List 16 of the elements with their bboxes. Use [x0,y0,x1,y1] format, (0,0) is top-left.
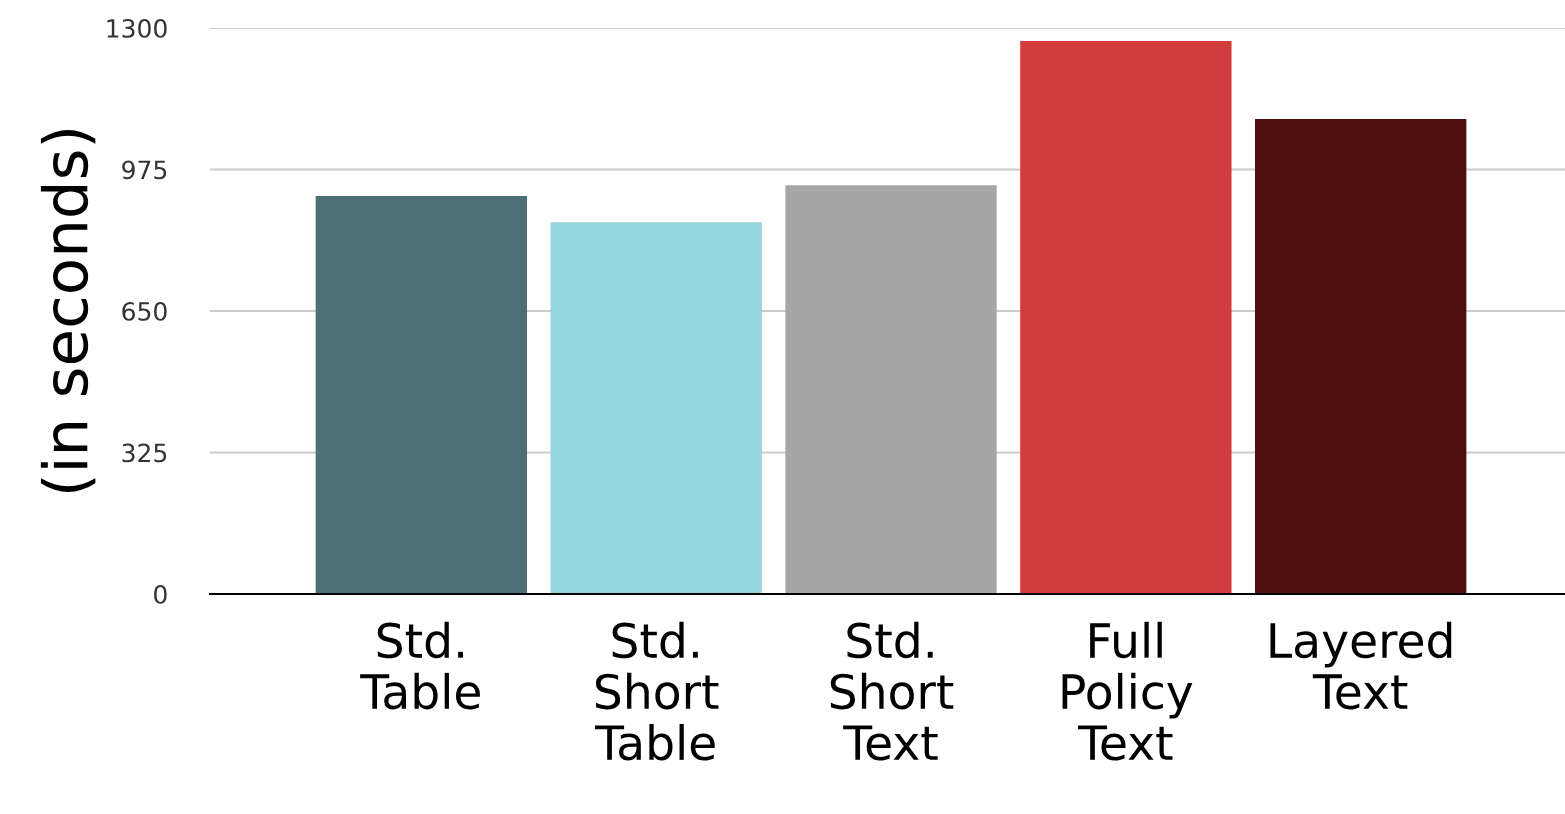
bar [785,185,997,594]
bar [315,196,528,594]
x-tick-label: Std. Short Text [830,621,954,761]
bar [550,222,762,594]
x-tick-label: Std. Short Table [594,621,719,761]
y-tick-label: 650 [122,301,167,321]
y-axis-title: (in seconds) [40,129,96,493]
bar [1255,119,1467,594]
y-tick-label: 325 [122,443,167,463]
x-tick-label: Layered Text [1270,621,1452,710]
bar [1020,41,1232,594]
y-tick-label: 975 [122,160,167,180]
y-tick-label: 1300 [107,18,167,38]
x-tick-label: Std. Table [360,621,480,710]
y-tick-label: 0 [154,584,167,604]
x-tick-label: Full Policy Text [1062,621,1193,761]
